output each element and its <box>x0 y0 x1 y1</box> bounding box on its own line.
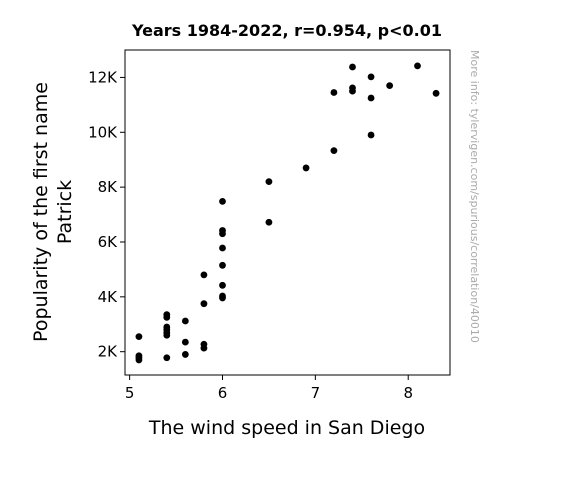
x-axis: 5 6 7 8 <box>125 375 413 402</box>
data-point <box>219 294 226 302</box>
data-point <box>265 178 273 186</box>
data-point <box>200 300 208 308</box>
data-point <box>181 338 189 346</box>
data-point <box>367 73 375 81</box>
x-axis-label: The wind speed in San Diego <box>148 417 425 439</box>
data-point <box>163 314 171 321</box>
chart-title: Years 1984-2022, r=0.954, p<0.01 <box>131 21 442 40</box>
data-point <box>432 89 440 97</box>
data-point <box>349 63 356 71</box>
data-point <box>181 351 189 358</box>
watermark-text: More info: tylervigen.com/spurious/corre… <box>468 50 481 343</box>
y-tick-label: 6K <box>98 233 119 251</box>
data-point <box>330 89 338 96</box>
x-tick-label: 6 <box>218 384 228 402</box>
data-point <box>181 317 189 325</box>
y-tick-label: 8K <box>98 178 119 196</box>
data-point <box>265 218 273 226</box>
data-point <box>219 281 226 289</box>
watermark: More info: tylervigen.com/spurious/corre… <box>468 50 481 343</box>
x-tick-label: 8 <box>403 384 413 402</box>
x-tick-label: 7 <box>311 384 321 402</box>
x-tick-label: 5 <box>125 384 135 402</box>
data-point <box>367 94 375 102</box>
data-point <box>330 147 338 155</box>
data-point <box>302 164 310 172</box>
data-point <box>219 244 226 252</box>
data-point <box>219 197 226 205</box>
data-point <box>219 230 226 238</box>
data-point <box>219 261 226 269</box>
data-point <box>135 333 143 341</box>
y-tick-label: 10K <box>88 123 118 141</box>
y-tick-label: 4K <box>98 288 119 306</box>
data-point <box>386 82 394 90</box>
data-point <box>163 354 171 362</box>
plot-frame <box>124 49 451 376</box>
data-point <box>349 87 356 95</box>
y-tick-label: 12K <box>88 68 118 86</box>
y-tick-label: 2K <box>98 343 119 361</box>
y-axis-label-line-2: Patrick <box>54 180 76 244</box>
data-points <box>135 62 440 364</box>
data-point <box>135 356 143 364</box>
y-axis: 2K 4K 6K 8K 10K 12K <box>88 68 125 361</box>
data-point <box>200 344 208 352</box>
data-point <box>200 271 208 279</box>
y-axis-label: Popularity of the first name Patrick <box>30 82 76 342</box>
data-point <box>163 331 171 339</box>
plot-area: 5 6 7 8 2K 4K 6K 8K 10K 12K <box>88 49 451 402</box>
data-point <box>414 62 421 70</box>
data-point <box>367 131 375 139</box>
y-axis-label-line-1: Popularity of the first name <box>30 82 52 342</box>
